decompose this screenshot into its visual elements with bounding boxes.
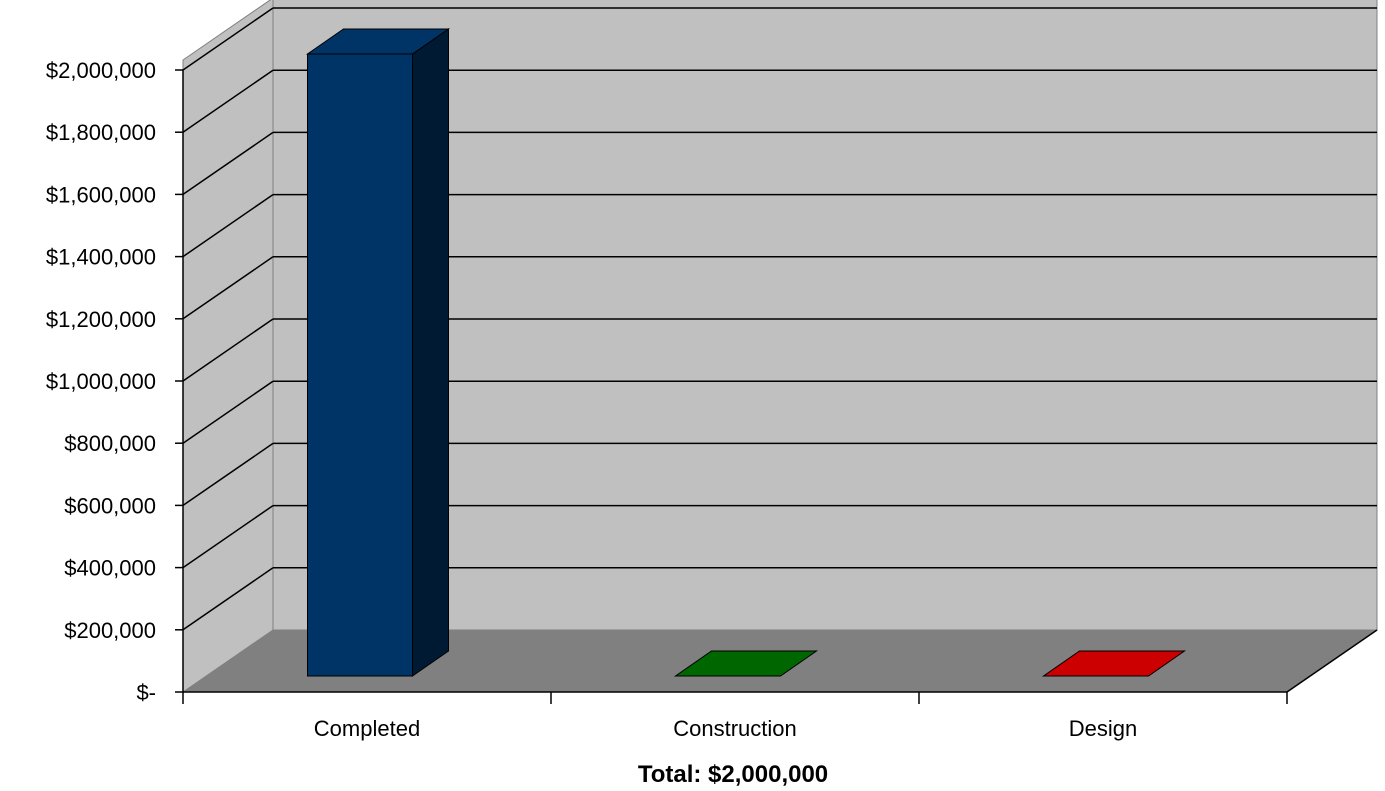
gridline-side bbox=[182, 380, 274, 444]
bar-design bbox=[1041, 650, 1187, 677]
x-axis-title: Total: $2,000,000 bbox=[638, 761, 828, 788]
bar-top bbox=[1041, 650, 1187, 677]
x-category-label: Design bbox=[1069, 716, 1137, 741]
gridline-side bbox=[182, 567, 274, 631]
y-tick-label: $200,000 bbox=[64, 618, 156, 643]
gridline-side bbox=[182, 7, 274, 71]
x-category-label: Construction bbox=[673, 716, 797, 741]
gridline-side bbox=[182, 193, 274, 258]
bar-top bbox=[673, 650, 819, 677]
y-tick-label: $1,000,000 bbox=[46, 369, 156, 394]
bar-side bbox=[412, 28, 449, 677]
y-tick-label: $600,000 bbox=[64, 493, 156, 518]
bars bbox=[305, 28, 1187, 677]
gridline-side bbox=[182, 256, 274, 320]
gridlines bbox=[182, 7, 1377, 631]
y-tick-label: $2,000,000 bbox=[46, 58, 156, 83]
bar-construction bbox=[673, 650, 819, 677]
y-tick-label: $1,600,000 bbox=[46, 182, 156, 207]
gridline-side bbox=[182, 318, 274, 382]
floor-edge bbox=[1286, 629, 1378, 693]
y-tick-label: $800,000 bbox=[64, 431, 156, 456]
y-tick-label: $1,800,000 bbox=[46, 120, 156, 145]
gridline-side bbox=[182, 504, 274, 569]
y-tick-label: $1,200,000 bbox=[46, 307, 156, 332]
bar-top bbox=[305, 28, 451, 55]
gridline-side bbox=[182, 69, 274, 133]
x-category-label: Completed bbox=[314, 716, 420, 741]
bar-front bbox=[307, 53, 413, 677]
y-axis-ticks: $- $200,000 $400,000 $600,000 $800,000 $1,000… bbox=[46, 58, 183, 705]
gridline-side bbox=[182, 442, 274, 507]
y-tick-label: $- bbox=[136, 680, 156, 705]
side-wall bbox=[182, 0, 274, 693]
y-tick-label: $400,000 bbox=[64, 556, 156, 581]
x-axis-categories: Completed Construction Design bbox=[314, 716, 1137, 741]
bar-completed bbox=[305, 28, 451, 677]
y-tick-label: $1,400,000 bbox=[46, 245, 156, 270]
gridline-side bbox=[182, 131, 274, 196]
